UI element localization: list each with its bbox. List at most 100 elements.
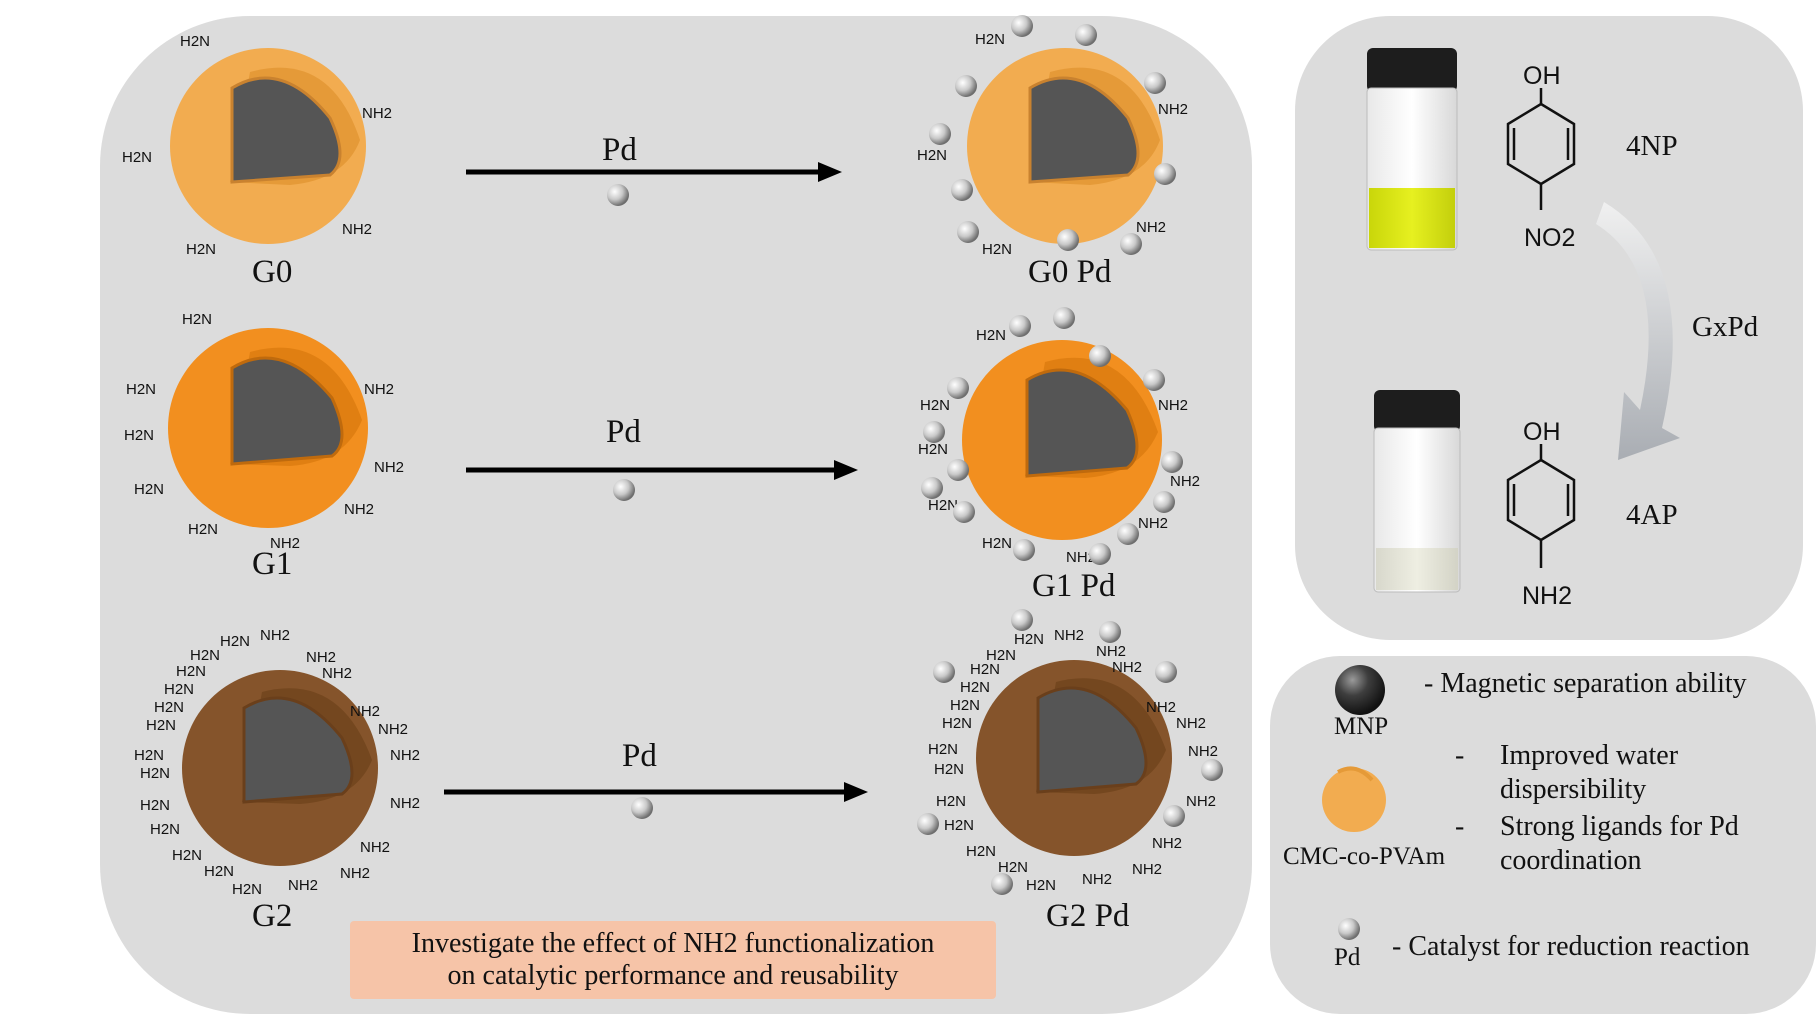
polymer-shell-icon [1322,766,1386,832]
amine-label: H2N [154,699,184,716]
amine-groups-g0: H2N NH2 H2N NH2 H2N [122,33,392,258]
polymer-desc-2-line2: coordination [1500,845,1642,876]
pd-particles-g1 [921,307,1183,565]
reduction-arrow [1596,202,1680,460]
amine-label: NH2 [1096,643,1126,660]
amine-label: H2N [190,647,220,664]
amine-label: NH2 [1158,397,1188,414]
amine-label: H2N [1026,877,1056,894]
pd-description: - Catalyst for reduction reaction [1392,931,1750,962]
hydroxyl-label: OH [1523,62,1561,90]
amine-label: H2N [934,761,964,778]
amine-label: NH2 [1170,473,1200,490]
mnp-label: MNP [1334,713,1389,740]
catalyst-label: GxPd [1692,311,1759,343]
amine-label: H2N [140,797,170,814]
amine-label: H2N [186,241,216,258]
vial-4ap [1373,390,1461,593]
amine-label: H2N [182,311,212,328]
amine-label: H2N [928,741,958,758]
amine-label: H2N [122,149,152,166]
amine-label: H2N [950,697,980,714]
amine-label: NH2 [260,627,290,644]
particle-g0 [170,48,366,244]
amine-label: H2N [982,241,1012,258]
product-label: 4AP [1626,499,1678,531]
objective-line-2: on catalytic performance and reusability [447,960,899,991]
amine-label: NH2 [364,381,394,398]
amine-label: H2N [960,679,990,696]
amine-groups-g2: H2N NH2 H2N NH2 H2N NH2 H2N H2N NH2 H2N … [134,627,420,898]
amine-label: H2N [172,847,202,864]
amine-label: H2N [970,661,1000,678]
legend-panel [1270,656,1816,1014]
amine-groups-g0-pd: H2N NH2 H2N NH2 H2N [917,31,1188,258]
amine-label: H2N [966,843,996,860]
objective-box: Investigate the effect of NH2 functional… [350,921,996,999]
amine-label: NH2 [342,221,372,238]
amine-groups-g1-pd: H2N NH2 H2N H2N NH2 H2N NH2 H2N NH2 [918,327,1200,566]
amine-label: NH2 [1188,743,1218,760]
pd-label: Pd [1334,944,1361,971]
amine-label: H2N [942,715,972,732]
amine-label: NH2 [374,459,404,476]
polymer-label: CMC-co-PVAm [1283,843,1446,870]
particle-g2 [182,670,378,866]
amine-label: H2N [917,147,947,164]
amine-label: NH2 [360,839,390,856]
amine-label: NH2 [340,865,370,882]
stage-label-g1: G1 [252,546,292,582]
amine-label: H2N [986,647,1016,664]
amine-label: H2N [180,33,210,50]
amine-label: NH2 [378,721,408,738]
amine-groups-g2-pd: H2N NH2 H2N NH2 H2N NH2 H2N H2N NH2 H2N … [928,627,1218,894]
amine-label: H2N [982,535,1012,552]
product-label-g0-pd: G0 Pd [1028,254,1112,290]
amine-label: NH2 [1152,835,1182,852]
reaction-arrow-3 [444,782,868,802]
amine-label: NH2 [1158,101,1188,118]
vial-4np [1366,48,1458,251]
amine-label: NH2 [306,649,336,666]
amine-label: NH2 [1138,515,1168,532]
pd-nanoparticle-icon [631,797,653,819]
amine-label: H2N [975,31,1005,48]
amine-label: NH2 [1112,659,1142,676]
particle-g2-pd [976,660,1172,856]
amine-label: H2N [220,633,250,650]
polymer-desc-1-line1: Improved water [1500,740,1679,771]
amine-label: H2N [976,327,1006,344]
amine-label: H2N [204,863,234,880]
amine-label: NH2 [344,501,374,518]
nitro-label: NO2 [1524,224,1575,252]
product-label-g1-pd: G1 Pd [1032,568,1116,604]
structure-4-nitrophenol [1506,88,1576,210]
amine-label: H2N [126,381,156,398]
pd-particles-g2 [917,609,1223,895]
amine-label: H2N [1014,631,1044,648]
amine-label: NH2 [1066,549,1096,566]
particle-g1-pd [962,340,1162,540]
amine-label: H2N [134,481,164,498]
amine-label: NH2 [350,703,380,720]
amine-label: H2N [188,521,218,538]
amine-label: NH2 [1132,861,1162,878]
arrow-label-pd-3: Pd [622,738,657,774]
amine-label: NH2 [1146,699,1176,716]
product-label-g2-pd: G2 Pd [1046,898,1130,934]
amine-label: H2N [150,821,180,838]
stage-label-g2: G2 [252,898,292,934]
amine-label: NH2 [1136,219,1166,236]
amine-groups-g1: H2N NH2 H2N H2N NH2 H2N NH2 H2N NH2 [124,311,404,552]
amine-label: NH2 [270,535,300,552]
amine-label: H2N [936,793,966,810]
amine-label: NH2 [362,105,392,122]
mnp-icon [1335,665,1385,715]
amine-label: NH2 [322,665,352,682]
amine-label: H2N [124,427,154,444]
polymer-desc-1-line2: dispersibility [1500,774,1647,805]
amine-label: H2N [164,681,194,698]
amine-label: NH2 [1082,871,1112,888]
amine-label: H2N [232,881,262,898]
